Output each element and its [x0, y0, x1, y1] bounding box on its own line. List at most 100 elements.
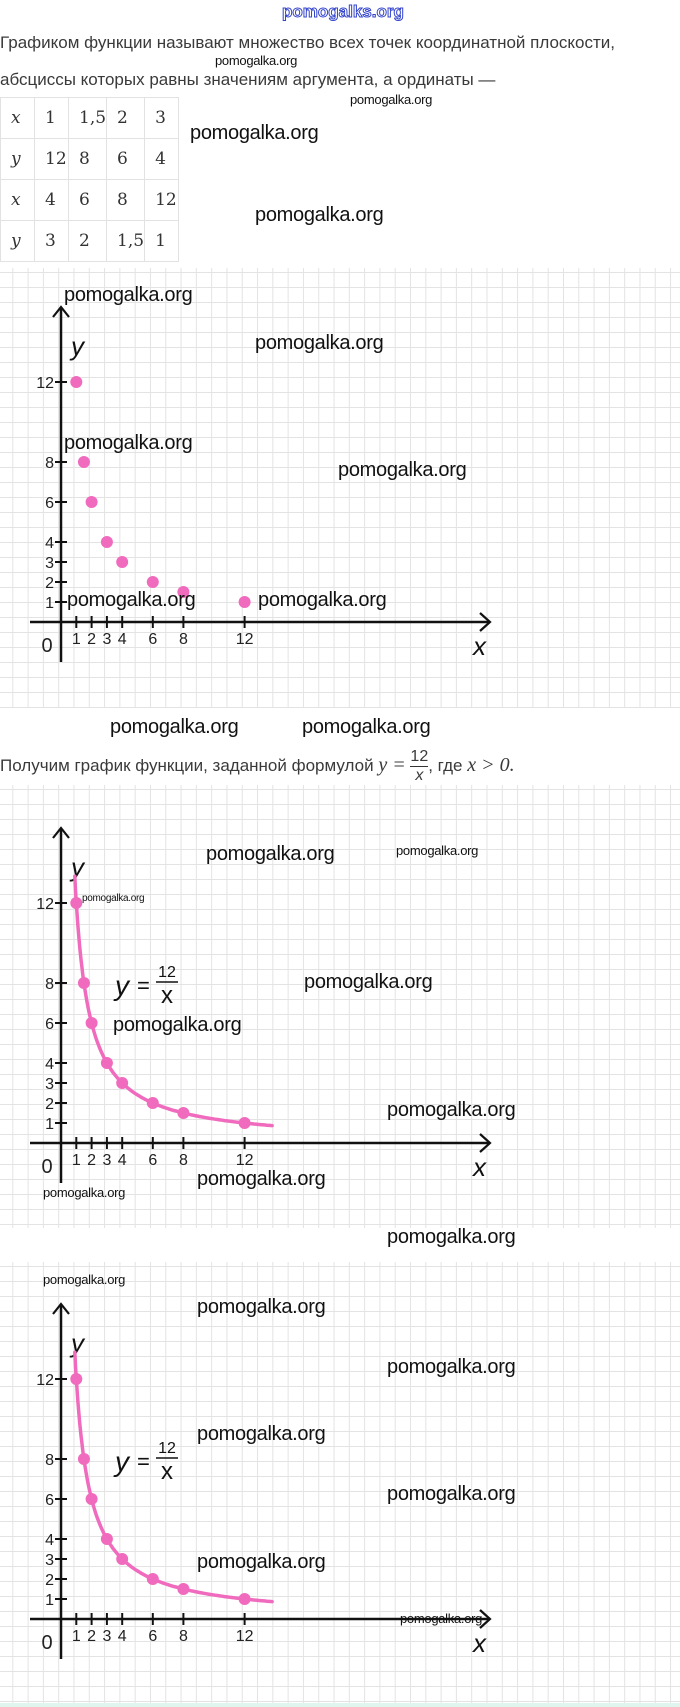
y-axis-label: y	[69, 1328, 86, 1358]
table-row-header: y	[0, 220, 35, 262]
values-table: x 1 1,5 2 3 y 12 8 6 4 x 4 6 8 12 y 3 2 1,5 1	[0, 97, 180, 262]
x-tick-label: 1	[72, 631, 81, 648]
watermark: pomogalka.org	[43, 1272, 126, 1287]
watermark: pomogalka.org	[387, 1226, 516, 1248]
watermark: pomogalks.org	[282, 2, 405, 22]
data-point	[177, 1583, 190, 1595]
y-tick-label: 3	[45, 555, 54, 572]
y-axis-arrow-icon	[52, 826, 70, 839]
table-cell: 2	[67, 220, 108, 262]
x-axis-arrow-icon	[479, 612, 492, 632]
y-tick-label: 6	[45, 1492, 54, 1509]
definition-text-line1: Графиком функции называют множество всех…	[0, 33, 616, 52]
formula-fraction: 12 x	[410, 748, 429, 785]
x-axis-label: x	[471, 1628, 487, 1658]
graph-curve-panel-2: 1 2 3 4 6 8 12 1 2 3 4 6 8 12 0 x y y = 12 x	[0, 1262, 680, 1707]
watermark: pomogalka.org	[396, 843, 479, 858]
x-tick-label: 3	[102, 631, 111, 648]
x-axis-label: x	[471, 1152, 487, 1182]
table-cell: 6	[67, 179, 108, 221]
data-point	[77, 456, 90, 468]
watermark: pomogalka.org	[113, 1014, 242, 1036]
table-cell: 8	[67, 138, 108, 180]
data-point	[100, 536, 113, 548]
data-point	[70, 1373, 83, 1385]
table-row: y 12 8 6 4	[0, 138, 180, 180]
data-point	[177, 1107, 190, 1119]
data-point	[85, 1017, 98, 1029]
formula-label-denominator: x	[161, 982, 173, 1009]
data-point	[116, 556, 129, 568]
x-tick-label: 1	[72, 1152, 81, 1169]
origin-label: 0	[41, 635, 52, 657]
watermark: pomogalka.org	[258, 589, 387, 611]
x-tick-label: 6	[148, 1152, 157, 1169]
watermark: pomogalka.org	[110, 716, 239, 738]
formula-label-numerator: 12	[158, 964, 176, 981]
table-cell: 3	[144, 97, 180, 139]
data-point	[177, 586, 190, 598]
formula-label-numerator: 12	[158, 1440, 176, 1457]
y-tick-label: 8	[45, 976, 54, 993]
y-axis-label: y	[69, 331, 86, 361]
watermark: pomogalka.org	[82, 893, 145, 904]
y-tick-label: 3	[45, 1076, 54, 1093]
y-tick-label: 6	[45, 495, 54, 512]
data-point	[146, 576, 159, 588]
data-point	[146, 1573, 159, 1585]
watermark: pomogalka.org	[400, 1611, 483, 1626]
table-cell: 1,5	[106, 220, 146, 262]
data-point	[238, 1117, 251, 1129]
x-tick-label: 1	[72, 1628, 81, 1645]
result-text: Получим график функции, заданной формуло…	[0, 748, 515, 785]
table-cell: 2	[106, 97, 146, 139]
y-tick-label: 1	[45, 1116, 54, 1133]
y-tick-label: 8	[45, 455, 54, 472]
x-tick-label: 2	[87, 1152, 96, 1169]
data-point	[70, 376, 83, 388]
data-point	[146, 1097, 159, 1109]
table-row-header: y	[0, 138, 35, 180]
table-cell: 4	[144, 138, 180, 180]
formula-y: y =	[378, 753, 406, 776]
y-tick-label: 2	[45, 1572, 54, 1589]
y-tick-label: 12	[36, 375, 54, 392]
function-curve	[73, 1350, 274, 1604]
x-tick-label: 8	[179, 631, 188, 648]
watermark: pomogalka.org	[304, 971, 433, 993]
y-tick-label: 2	[45, 575, 54, 592]
watermark: pomogalka.org	[67, 589, 196, 611]
watermark: pomogalka.org	[255, 204, 384, 226]
watermark: pomogalka.org	[197, 1168, 326, 1190]
graph-curve-panel-1: 1 2 3 4 6 8 12 1 2 3 4 6 8 12 0 x y y = 12 x	[0, 785, 680, 1228]
watermark: pomogalka.org	[387, 1099, 516, 1121]
y-tick-label: 1	[45, 595, 54, 612]
formula-label-eq: =	[137, 973, 150, 998]
watermark: pomogalka.org	[387, 1356, 516, 1378]
result-suffix: , где	[428, 755, 463, 775]
table-row: x 1 1,5 2 3	[0, 97, 180, 139]
formula-label-y: y	[113, 970, 131, 1001]
data-point	[77, 1453, 90, 1465]
x-tick-label: 2	[87, 1628, 96, 1645]
y-tick-label: 2	[45, 1096, 54, 1113]
y-axis-arrow-icon	[52, 1302, 70, 1315]
data-point	[85, 1493, 98, 1505]
x-tick-label: 3	[102, 1628, 111, 1645]
x-tick-label: 4	[118, 631, 127, 648]
origin-label: 0	[41, 1156, 52, 1178]
y-axis-label: y	[69, 852, 86, 882]
y-tick-label: 4	[45, 1056, 54, 1073]
x-tick-label: 2	[87, 631, 96, 648]
table-cell: 12	[34, 138, 69, 180]
x-tick-label: 12	[236, 1628, 254, 1645]
x-tick-label: 12	[236, 1152, 254, 1169]
y-tick-label: 4	[45, 1532, 54, 1549]
watermark: pomogalka.org	[350, 92, 433, 107]
bottom-bar	[0, 1703, 680, 1707]
formula-label-eq: =	[137, 1449, 150, 1474]
y-tick-label: 3	[45, 1552, 54, 1569]
